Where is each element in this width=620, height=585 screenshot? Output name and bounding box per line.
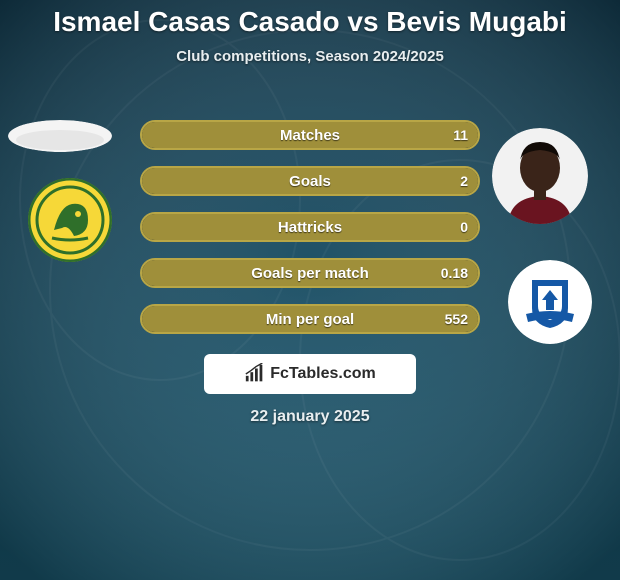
stat-row: Min per goal552 — [0, 296, 620, 342]
content: Ismael Casas Casado vs Bevis Mugabi Club… — [0, 0, 620, 580]
stat-bar: Goals per match0.18 — [140, 258, 480, 288]
stat-row: Hattricks0 — [0, 204, 620, 250]
stat-bar: Matches11 — [140, 120, 480, 150]
stat-label: Goals — [142, 168, 478, 194]
stat-row: Goals per match0.18 — [0, 250, 620, 296]
stat-label: Matches — [142, 122, 478, 148]
stat-value-right: 552 — [445, 306, 468, 332]
stat-value-right: 11 — [453, 122, 468, 148]
stat-bar: Min per goal552 — [140, 304, 480, 334]
stat-value-right: 2 — [460, 168, 468, 194]
stats-area: Matches11 Goals2 Hattricks0 Goals per match… — [0, 112, 620, 342]
stat-value-right: 0 — [460, 214, 468, 240]
subtitle: Club competitions, Season 2024/2025 — [0, 48, 620, 65]
page-title: Ismael Casas Casado vs Bevis Mugabi — [0, 0, 620, 38]
chart-icon — [244, 363, 266, 385]
stat-row: Matches11 — [0, 112, 620, 158]
stat-label: Min per goal — [142, 306, 478, 332]
stat-value-right: 0.18 — [441, 260, 468, 286]
stat-bar: Hattricks0 — [140, 212, 480, 242]
stat-bar: Goals2 — [140, 166, 480, 196]
stat-label: Hattricks — [142, 214, 478, 240]
watermark-text: FcTables.com — [270, 365, 376, 383]
watermark: FcTables.com — [204, 354, 416, 394]
stat-label: Goals per match — [142, 260, 478, 286]
date-text: 22 january 2025 — [0, 408, 620, 426]
stat-row: Goals2 — [0, 158, 620, 204]
